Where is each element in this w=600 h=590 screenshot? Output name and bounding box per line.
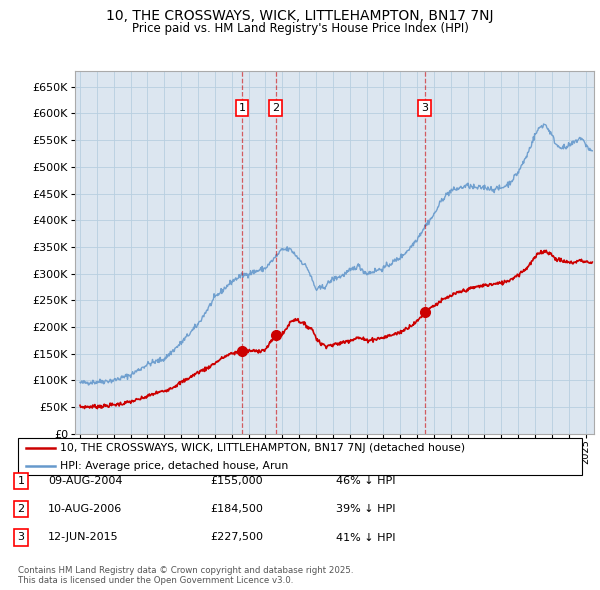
Text: 10, THE CROSSWAYS, WICK, LITTLEHAMPTON, BN17 7NJ (detached house): 10, THE CROSSWAYS, WICK, LITTLEHAMPTON, … bbox=[60, 443, 466, 453]
Text: 10, THE CROSSWAYS, WICK, LITTLEHAMPTON, BN17 7NJ: 10, THE CROSSWAYS, WICK, LITTLEHAMPTON, … bbox=[106, 9, 494, 23]
Text: 3: 3 bbox=[17, 533, 25, 542]
Text: Contains HM Land Registry data © Crown copyright and database right 2025.
This d: Contains HM Land Registry data © Crown c… bbox=[18, 566, 353, 585]
Text: 46% ↓ HPI: 46% ↓ HPI bbox=[336, 476, 395, 486]
Text: 12-JUN-2015: 12-JUN-2015 bbox=[48, 533, 119, 542]
Text: 39% ↓ HPI: 39% ↓ HPI bbox=[336, 504, 395, 514]
Text: 09-AUG-2004: 09-AUG-2004 bbox=[48, 476, 122, 486]
Text: 41% ↓ HPI: 41% ↓ HPI bbox=[336, 533, 395, 542]
Text: 10-AUG-2006: 10-AUG-2006 bbox=[48, 504, 122, 514]
Text: £227,500: £227,500 bbox=[210, 533, 263, 542]
Text: 1: 1 bbox=[17, 476, 25, 486]
Text: 2: 2 bbox=[272, 103, 279, 113]
Text: £184,500: £184,500 bbox=[210, 504, 263, 514]
Text: 2: 2 bbox=[17, 504, 25, 514]
Text: Price paid vs. HM Land Registry's House Price Index (HPI): Price paid vs. HM Land Registry's House … bbox=[131, 22, 469, 35]
Text: HPI: Average price, detached house, Arun: HPI: Average price, detached house, Arun bbox=[60, 461, 289, 471]
FancyBboxPatch shape bbox=[18, 438, 582, 475]
Text: 1: 1 bbox=[238, 103, 245, 113]
Text: £155,000: £155,000 bbox=[210, 476, 263, 486]
Text: 3: 3 bbox=[421, 103, 428, 113]
